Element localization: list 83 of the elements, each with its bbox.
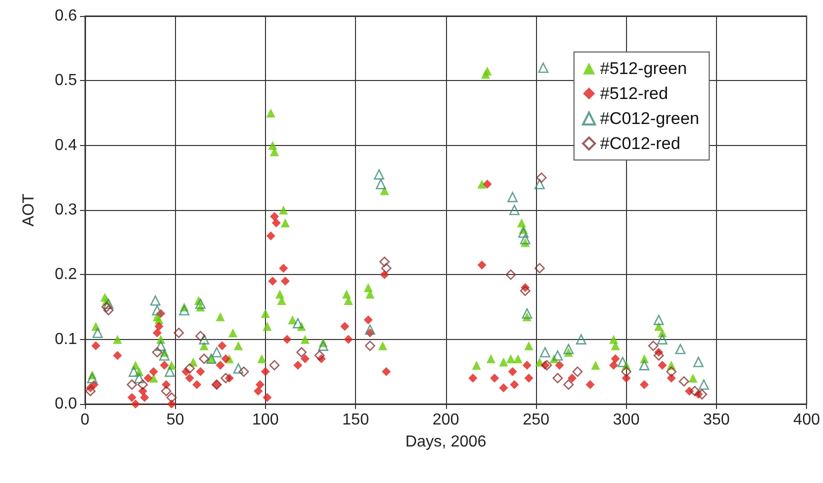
point xyxy=(212,347,222,358)
point xyxy=(138,379,148,390)
x-tick-label: 400 xyxy=(793,412,820,428)
point xyxy=(198,354,210,364)
point xyxy=(520,234,530,244)
point xyxy=(152,305,162,316)
point xyxy=(552,350,563,361)
x-axis-title: Days, 2006 xyxy=(405,434,486,450)
point xyxy=(269,360,280,370)
x-tick-label: 350 xyxy=(703,412,730,428)
x-tick-label: 250 xyxy=(522,412,550,428)
point xyxy=(520,286,530,296)
point xyxy=(379,256,390,267)
legend-label: #512-red xyxy=(600,84,668,103)
y-tick-label: 0.2 xyxy=(54,266,78,284)
point xyxy=(576,334,586,344)
legend-label: #C012-red xyxy=(600,134,680,153)
point xyxy=(648,340,658,351)
legend-label: #512-green xyxy=(600,59,687,78)
y-tick-label: 0.4 xyxy=(54,136,78,154)
point xyxy=(534,263,545,274)
x-tick-label: 200 xyxy=(432,412,460,428)
point xyxy=(536,172,547,183)
y-tick-label: 0.0 xyxy=(54,396,78,412)
point xyxy=(693,356,704,368)
point xyxy=(152,347,162,358)
point xyxy=(103,298,114,309)
point xyxy=(126,379,138,390)
point xyxy=(563,344,574,354)
point xyxy=(198,334,210,344)
point xyxy=(159,350,170,361)
x-tick-label: 50 xyxy=(166,412,184,428)
point xyxy=(678,376,690,387)
point xyxy=(296,347,307,358)
point xyxy=(552,372,563,384)
y-axis-title: AOT xyxy=(20,193,38,226)
point xyxy=(563,379,574,390)
point xyxy=(542,360,552,370)
x-tick-label: 150 xyxy=(342,412,370,428)
point xyxy=(103,305,114,316)
point xyxy=(506,270,516,280)
y-tick-label: 0.6 xyxy=(54,8,78,24)
point xyxy=(102,302,112,312)
legend-label: #C012-green xyxy=(600,109,700,128)
point xyxy=(522,308,532,319)
x-tick-label: 100 xyxy=(252,412,279,428)
point xyxy=(150,295,161,306)
point xyxy=(195,330,206,342)
point xyxy=(507,192,518,202)
point xyxy=(534,178,545,190)
point xyxy=(314,350,325,361)
point xyxy=(364,324,376,335)
point xyxy=(364,340,376,351)
point xyxy=(87,372,98,384)
point xyxy=(184,363,195,374)
point xyxy=(174,328,184,338)
point xyxy=(179,305,190,316)
point xyxy=(675,344,686,354)
x-tick-label: 0 xyxy=(80,412,90,428)
point xyxy=(233,363,244,374)
y-tick-label: 0.3 xyxy=(54,202,78,218)
point xyxy=(374,169,384,180)
point xyxy=(540,347,550,358)
point xyxy=(572,366,583,377)
point xyxy=(195,298,206,309)
point xyxy=(381,263,392,274)
point xyxy=(509,204,520,216)
point xyxy=(698,379,709,390)
point xyxy=(238,366,249,377)
point xyxy=(318,340,328,351)
point xyxy=(696,389,708,400)
point xyxy=(538,62,548,73)
y-tick-label: 0.5 xyxy=(54,72,78,90)
y-tick-label: 0.1 xyxy=(54,330,78,348)
point xyxy=(518,227,529,238)
x-tick-label: 300 xyxy=(612,412,640,428)
point xyxy=(85,386,96,396)
point xyxy=(376,178,386,190)
point xyxy=(220,372,231,384)
point xyxy=(92,328,103,338)
point xyxy=(654,350,664,361)
point xyxy=(166,392,177,403)
point xyxy=(164,366,175,377)
